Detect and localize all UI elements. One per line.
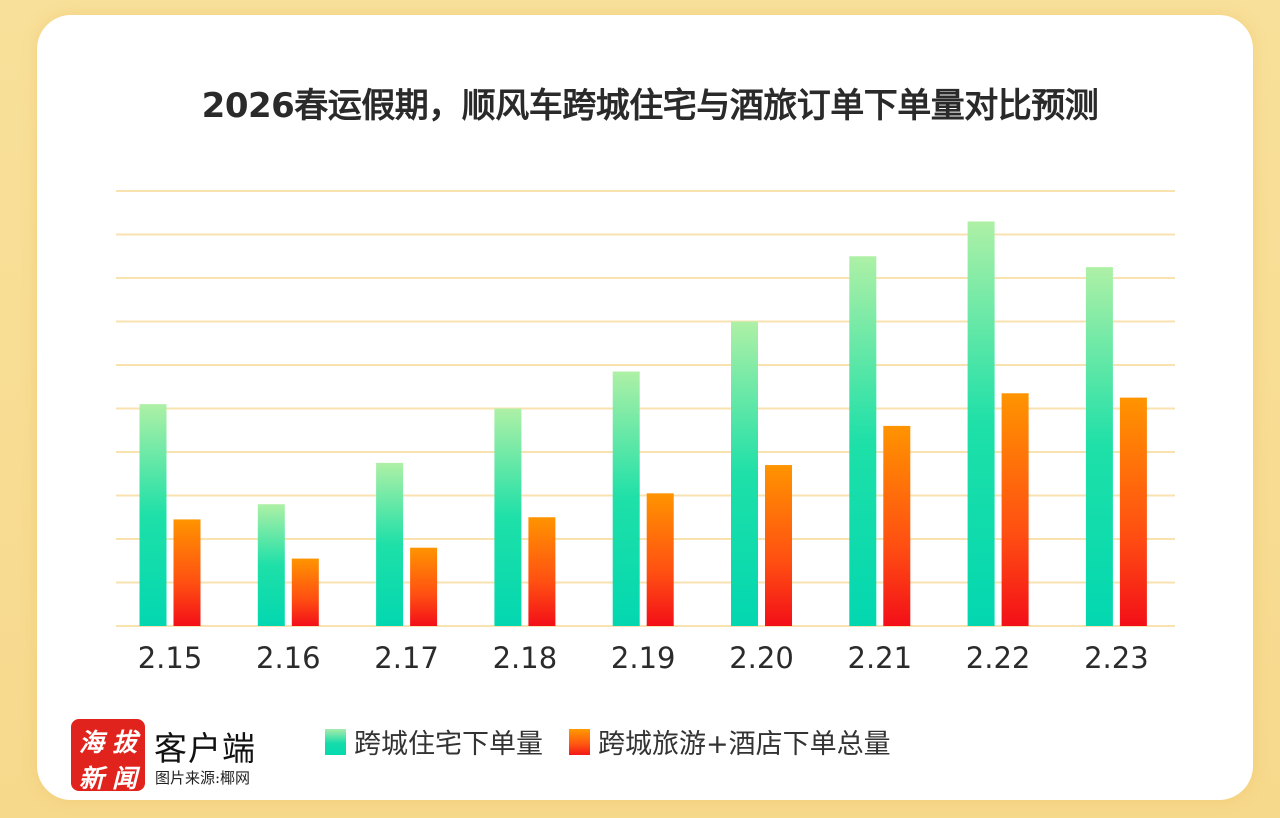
bar-residential xyxy=(731,321,758,626)
legend-swatch-residential xyxy=(325,728,346,755)
x-tick-label: 2.17 xyxy=(374,641,439,675)
bar-residential xyxy=(494,408,522,626)
bar-residential xyxy=(376,462,404,626)
x-tick-label: 2.19 xyxy=(611,641,676,675)
legend-label-residential: 跨城住宅下单量 xyxy=(354,729,543,760)
logo-char: 拔 xyxy=(111,728,137,757)
legend-swatch-travel xyxy=(569,728,590,755)
bar-travel-hotel xyxy=(646,493,674,626)
logo-char: 海 xyxy=(78,728,104,757)
bar-travel-hotel xyxy=(1119,397,1147,626)
bar-travel-hotel xyxy=(883,425,911,626)
legend-item-travel: 跨城旅游+酒店下单总量 xyxy=(569,722,891,761)
bar-residential xyxy=(967,221,995,626)
logo-char: 新 xyxy=(78,764,104,793)
chart-title: 2026春运假期，顺风车跨城住宅与酒旅订单下单量对比预测 xyxy=(201,86,1099,126)
legend-item-residential: 跨城住宅下单量 xyxy=(325,722,543,761)
bar-residential xyxy=(257,504,285,626)
bar-residential xyxy=(612,371,640,626)
bar-residential xyxy=(849,256,877,626)
x-tick-label: 2.20 xyxy=(729,641,794,675)
bar-travel-hotel xyxy=(410,547,438,626)
gridlines xyxy=(116,190,1175,627)
bar-travel-hotel xyxy=(173,519,201,626)
x-axis-ticks: 2.15 2.16 2.17 2.18 2.19 2.20 2.21 2.22 2.23 xyxy=(138,641,1149,675)
logo-char: 闻 xyxy=(111,764,137,793)
bar-travel-hotel xyxy=(765,465,792,626)
x-tick-label: 2.18 xyxy=(493,641,558,675)
bar-residential xyxy=(139,404,167,626)
bar-travel-hotel xyxy=(291,558,319,626)
image-source: 图片来源:椰网 xyxy=(155,769,251,787)
x-tick-label: 2.22 xyxy=(966,641,1031,675)
legend: 跨城住宅下单量 跨城旅游+酒店下单总量 xyxy=(325,722,917,761)
x-tick-label: 2.23 xyxy=(1084,641,1149,675)
bar-residential xyxy=(1085,267,1113,626)
x-tick-label: 2.16 xyxy=(256,641,321,675)
x-tick-label: 2.21 xyxy=(848,641,913,675)
bar-travel-hotel xyxy=(528,517,556,626)
bar-travel-hotel xyxy=(1001,393,1029,626)
x-tick-label: 2.15 xyxy=(138,641,203,675)
bars xyxy=(139,221,1147,626)
app-label: 客户端 xyxy=(154,729,256,768)
news-logo: 海 拔 新 闻 xyxy=(71,719,145,793)
legend-label-travel: 跨城旅游+酒店下单总量 xyxy=(598,729,891,760)
